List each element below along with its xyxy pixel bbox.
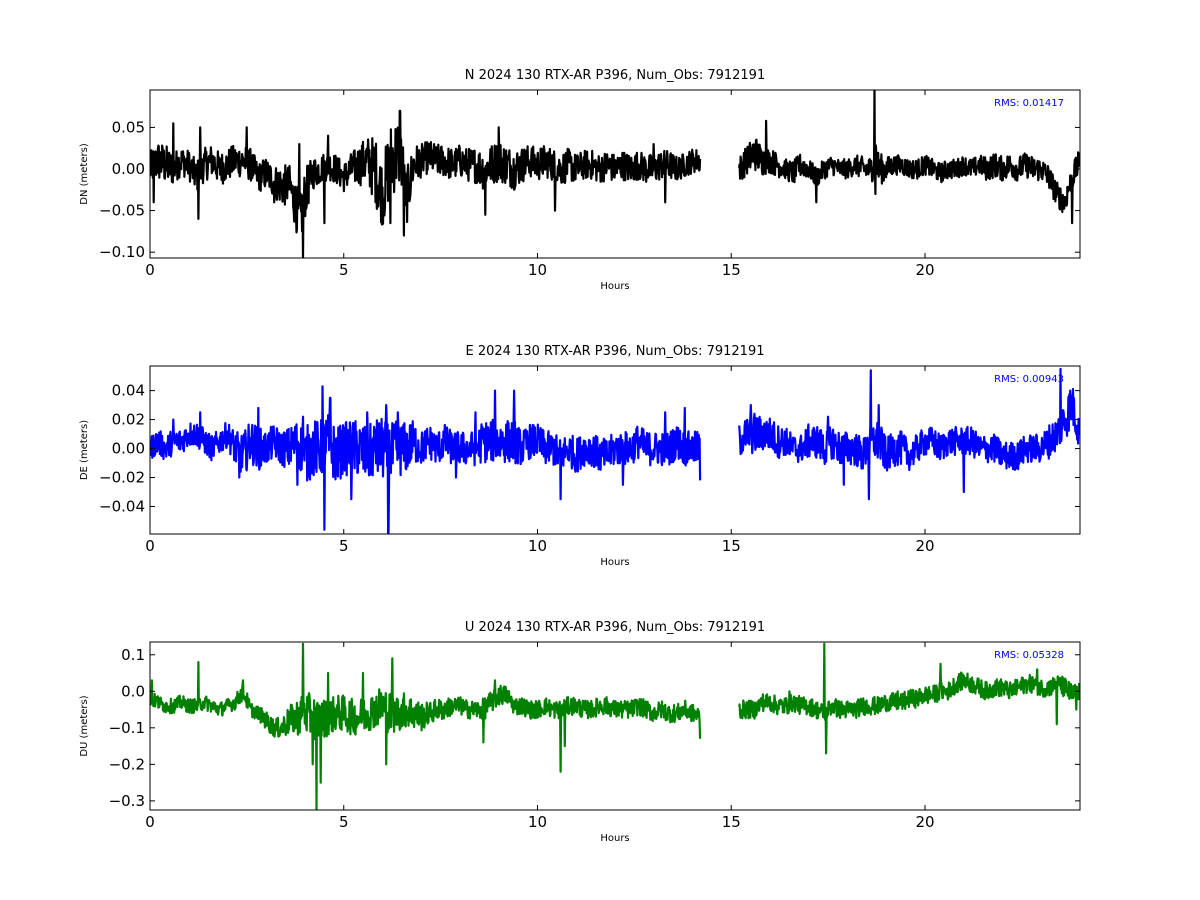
y-tick-label: −0.02 [99,469,145,487]
y-tick-label: 0.00 [112,160,145,178]
x-axis-label: Hours [600,833,629,844]
y-tick-label: −0.10 [99,243,145,261]
y-tick-label: −0.1 [109,719,145,737]
x-tick-label: 0 [145,537,155,555]
y-tick-label: −0.2 [109,755,145,773]
data-trace-group [150,642,1080,810]
x-tick-label: 5 [339,537,349,555]
panel-north: N 2024 130 RTX-AR P396, Num_Obs: 7912191… [79,68,1081,292]
x-tick-label: 15 [722,813,741,831]
x-tick-label: 10 [528,537,547,555]
x-tick-label: 15 [722,261,741,279]
y-tick-label: 0.0 [121,682,145,700]
y-tick-label: 0.00 [112,440,145,458]
x-tick-label: 10 [528,813,547,831]
data-trace-group [150,367,1080,534]
data-trace-line [150,90,1080,258]
panel-up: U 2024 130 RTX-AR P396, Num_Obs: 7912191… [79,620,1081,844]
x-tick-label: 20 [915,261,934,279]
y-axis-label: DU (meters) [79,695,90,756]
x-tick-label: 20 [915,537,934,555]
chart-title: N 2024 130 RTX-AR P396, Num_Obs: 7912191 [465,68,765,83]
x-tick-label: 10 [528,261,547,279]
chart-title: E 2024 130 RTX-AR P396, Num_Obs: 7912191 [466,344,765,359]
rms-annotation: RMS: 0.05328 [994,650,1064,661]
plot-frame [149,365,1081,535]
x-tick-label: 20 [915,813,934,831]
x-tick-label: 5 [339,813,349,831]
x-tick-label: 5 [339,261,349,279]
y-axis-label: DN (meters) [79,143,90,205]
chart-title: U 2024 130 RTX-AR P396, Num_Obs: 7912191 [465,620,765,635]
y-axis-label: DE (meters) [79,420,90,480]
y-tick-label: 0.05 [112,118,145,136]
y-tick-label: −0.3 [109,792,145,810]
rms-annotation: RMS: 0.00943 [994,374,1064,385]
data-trace-line [150,367,1080,534]
x-tick-label: 0 [145,261,155,279]
plot-frame [149,89,1081,259]
y-tick-label: 0.04 [112,382,145,400]
rms-annotation: RMS: 0.01417 [994,98,1064,109]
x-tick-label: 15 [722,537,741,555]
data-trace-group [150,90,1080,258]
y-tick-label: 0.1 [121,646,145,664]
y-tick-label: −0.05 [99,202,145,220]
x-axis-label: Hours [600,557,629,568]
x-axis-label: Hours [600,281,629,292]
y-tick-label: 0.02 [112,411,145,429]
data-trace-line [150,642,1080,810]
plot-frame [149,641,1081,811]
panel-east: E 2024 130 RTX-AR P396, Num_Obs: 7912191… [79,344,1081,568]
x-tick-label: 0 [145,813,155,831]
y-tick-label: −0.04 [99,497,145,515]
